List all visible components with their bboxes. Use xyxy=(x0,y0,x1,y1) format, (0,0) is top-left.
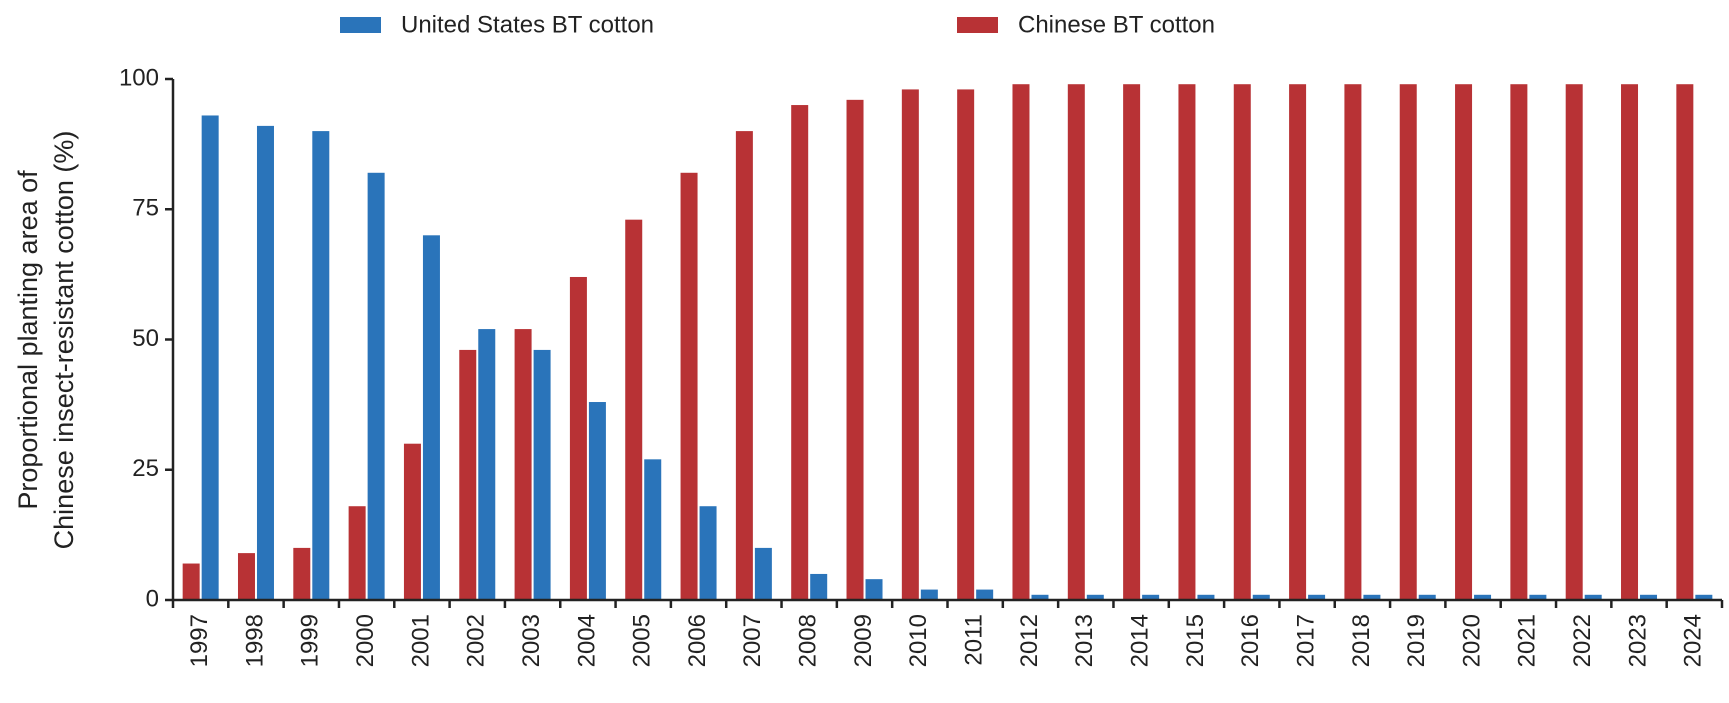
x-tick-label: 2000 xyxy=(352,614,379,667)
y-tick-label: 25 xyxy=(132,455,159,482)
bar xyxy=(1584,594,1602,600)
bar xyxy=(1640,594,1658,600)
bar xyxy=(1455,84,1473,600)
bar xyxy=(569,276,587,600)
bar xyxy=(1510,84,1528,600)
x-tick-label: 2020 xyxy=(1458,614,1485,667)
bar xyxy=(1399,84,1417,600)
bar xyxy=(478,329,496,600)
x-tick-label: 2005 xyxy=(629,614,656,667)
x-tick-label: 2003 xyxy=(518,614,545,667)
x-tick-label: 2015 xyxy=(1182,614,1209,667)
legend-swatch xyxy=(340,17,381,33)
bar xyxy=(957,89,975,601)
bar xyxy=(348,506,366,600)
bar xyxy=(312,131,330,600)
bar xyxy=(644,459,662,600)
y-tick-label: 75 xyxy=(132,195,159,222)
bar xyxy=(1418,594,1436,600)
bar xyxy=(901,89,919,601)
x-tick-label: 2006 xyxy=(684,614,711,667)
bar xyxy=(182,563,200,600)
bar xyxy=(1142,594,1160,600)
bar xyxy=(1695,594,1713,600)
bar xyxy=(237,553,255,600)
bar xyxy=(1621,84,1639,600)
legend-swatch xyxy=(957,17,998,33)
y-tick-label: 100 xyxy=(119,64,159,91)
bar xyxy=(293,547,311,600)
bar xyxy=(920,589,938,600)
bar xyxy=(1067,84,1085,600)
bar xyxy=(1197,594,1215,600)
bar xyxy=(1012,84,1030,600)
x-tick-label: 2008 xyxy=(795,614,822,667)
x-tick-label: 2012 xyxy=(1016,614,1043,667)
bar xyxy=(1676,84,1694,600)
bar xyxy=(810,573,828,600)
x-tick-label: 2022 xyxy=(1569,614,1596,667)
x-tick-label: 2016 xyxy=(1237,614,1264,667)
bar xyxy=(735,131,753,600)
bar xyxy=(1363,594,1381,600)
x-tick-label: 2007 xyxy=(739,614,766,667)
legend-label: United States BT cotton xyxy=(401,11,654,38)
x-tick-label: 1998 xyxy=(241,614,268,667)
x-tick-label: 2013 xyxy=(1071,614,1098,667)
bar xyxy=(1086,594,1104,600)
bar xyxy=(403,443,421,600)
bar xyxy=(1344,84,1362,600)
bar xyxy=(1233,84,1251,600)
bar xyxy=(865,579,883,600)
bar xyxy=(256,125,274,600)
bar xyxy=(1252,594,1270,600)
bar xyxy=(846,99,864,600)
bar xyxy=(533,349,551,600)
y-tick-label: 0 xyxy=(146,585,159,612)
y-axis-title-line: Chinese insect-resistant cotton (%) xyxy=(49,131,79,550)
bar xyxy=(1529,594,1547,600)
bar xyxy=(201,115,219,600)
y-tick-label: 50 xyxy=(132,325,159,352)
y-axis-title: Proportional planting area of Chinese in… xyxy=(13,131,79,550)
bar xyxy=(754,547,772,600)
x-tick-label: 2018 xyxy=(1348,614,1375,667)
x-tick-label: 2011 xyxy=(961,614,988,666)
x-tick-label: 2010 xyxy=(905,614,932,667)
bar xyxy=(1308,594,1326,600)
bar xyxy=(1123,84,1141,600)
x-tick-label: 1997 xyxy=(186,614,213,667)
x-tick-label: 2019 xyxy=(1403,614,1430,667)
bar xyxy=(1178,84,1196,600)
legend-label: Chinese BT cotton xyxy=(1018,11,1215,38)
bar xyxy=(791,105,809,601)
bar xyxy=(1031,594,1049,600)
x-tick-label: 2017 xyxy=(1292,614,1319,667)
x-tick-label: 2002 xyxy=(463,614,490,667)
x-tick-label: 2024 xyxy=(1680,614,1707,667)
bar xyxy=(1565,84,1583,600)
bar xyxy=(367,172,385,600)
x-tick-label: 2001 xyxy=(407,614,434,667)
bar xyxy=(680,172,698,600)
bar xyxy=(625,219,643,601)
x-tick-label: 2009 xyxy=(850,614,877,667)
x-tick-label: 2021 xyxy=(1514,614,1541,667)
bar xyxy=(588,402,606,600)
x-tick-label: 1999 xyxy=(297,614,324,667)
bar xyxy=(1289,84,1307,600)
bar xyxy=(976,589,994,600)
x-tick-label: 2023 xyxy=(1624,614,1651,667)
y-axis-title-line: Proportional planting area of xyxy=(13,170,43,510)
x-tick-label: 2014 xyxy=(1126,614,1153,667)
bar xyxy=(1474,594,1492,600)
bar xyxy=(422,235,440,601)
bar xyxy=(699,506,717,600)
x-tick-label: 2004 xyxy=(573,614,600,667)
bar xyxy=(514,329,532,600)
bar xyxy=(459,349,477,600)
